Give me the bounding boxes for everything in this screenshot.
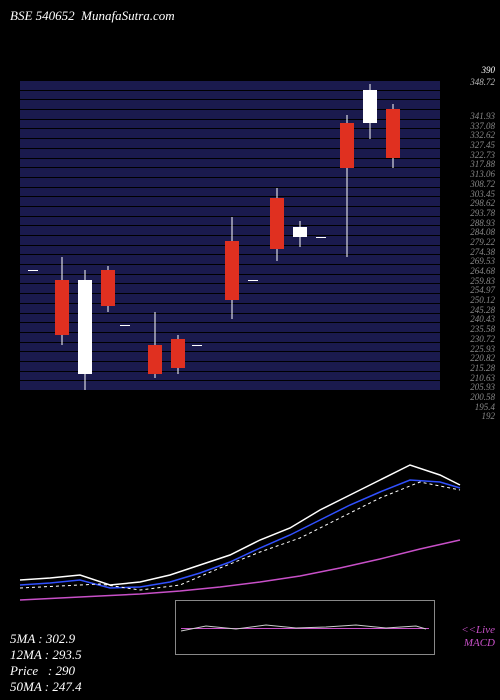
stat-5ma: 5MA : 302.9	[10, 631, 82, 647]
candle	[293, 221, 307, 247]
candle	[363, 84, 377, 139]
candle	[386, 104, 400, 169]
candle	[101, 266, 115, 311]
ma-line-chart	[0, 440, 500, 620]
macd-live-text: <<Live	[461, 624, 495, 636]
stats-block: 5MA : 302.9 12MA : 293.5 Price : 290 50M…	[10, 631, 82, 695]
candle	[55, 257, 69, 345]
stat-50ma: 50MA : 247.4	[10, 679, 82, 695]
candle	[148, 312, 162, 379]
stat-price: Price : 290	[10, 663, 82, 679]
ma-svg	[0, 440, 500, 620]
y-axis-labels: 390348.72341.93337.08332.62327.45322.733…	[440, 115, 495, 435]
macd-inset	[175, 600, 435, 655]
candle	[340, 115, 354, 256]
macd-svg	[176, 601, 434, 654]
candle	[270, 188, 284, 261]
site-label: MunafaSutra.com	[81, 8, 175, 23]
candlestick-chart: 390348.72341.93337.08332.62327.45322.733…	[0, 60, 500, 400]
exchange-label: BSE	[10, 8, 32, 23]
candle	[225, 217, 239, 319]
stat-12ma: 12MA : 293.5	[10, 647, 82, 663]
candle	[171, 335, 185, 374]
macd-label: <<Live MACD	[461, 624, 495, 650]
candle	[78, 270, 92, 390]
symbol-label: 540652	[36, 8, 75, 23]
macd-text: MACD	[464, 637, 495, 649]
chart-header: BSE 540652 MunafaSutra.com	[10, 8, 175, 24]
